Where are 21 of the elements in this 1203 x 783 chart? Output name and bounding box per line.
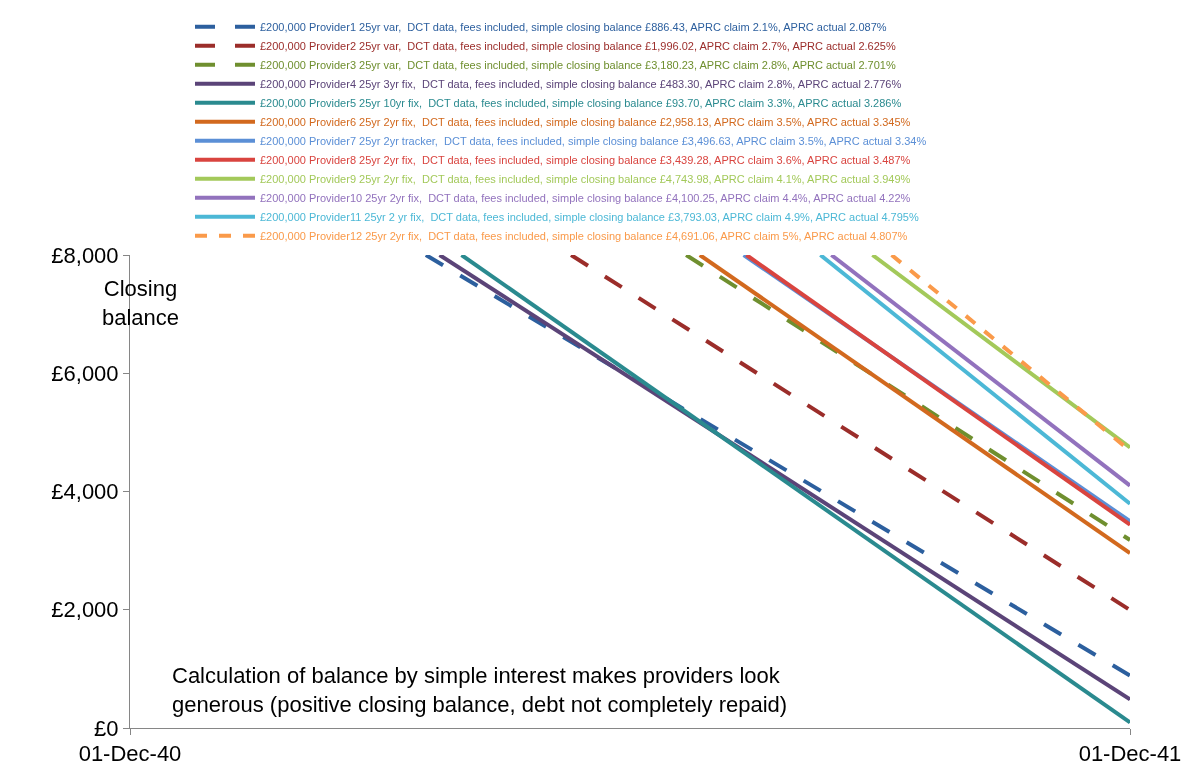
text: £200,000 Provider5 25yr 10yr fix, DCT data, fees included, simple closing balance £93.70, APRC claim 3.3%, APRC actual 3.286% <box>260 97 902 110</box>
text: £200,000 Provider3 25yr var, DCT data, fees included, simple closing balance £3,180.23, APRC claim 2.8%, APRC actual 2.701% <box>260 59 896 72</box>
text: £200,000 Provider10 25yr 2yr fix, DCT data, fees included, simple closing balance £4,100.25, APRC claim 4.4%, APRC actual 4.22% <box>260 192 911 205</box>
series-label: £200,000 Provider12 25yr 2yr fix, DCT data, fees included, simple closing balance £4,691.06, APRC claim 5%, APRC actual 4.807% <box>260 230 908 243</box>
text: £200,000 Provider11 25yr 2 yr fix, DCT data, fees included, simple closing balance £3,793.03, APRC claim 4.9%, APRC actual 4.795% <box>260 211 919 224</box>
x-tick-label: 01-Dec-40 <box>78 741 182 767</box>
text: £200,000 Provider2 25yr var, DCT data, fees included, simple closing balance £1,996.02, APRC claim 2.7%, APRC actual 2.625% <box>260 40 896 53</box>
x-tick-label: 01-Dec-41 <box>1078 741 1182 767</box>
y-tick-label: £0 <box>94 715 119 741</box>
text: £200,000 Provider7 25yr 2yr tracker, DCT data, fees included, simple closing balance £3,496.63, APRC claim 3.5%, APRC actual 3.34% <box>260 135 927 148</box>
text: £200,000 Provider6 25yr 2yr fix, DCT data, fees included, simple closing balance £2,958.13, APRC claim 3.5%, APRC actual 3.345% <box>260 116 911 129</box>
y-tick-label: £6,000 <box>51 360 119 386</box>
text: £200,000 Provider8 25yr 2yr fix, DCT data, fees included, simple closing balance £3,439.28, APRC claim 3.6%, APRC actual 3.487% <box>260 154 911 167</box>
text: £200,000 Provider4 25yr 3yr fix, DCT data, fees included, simple closing balance £483.30, APRC claim 2.8%, APRC actual 2.776% <box>260 78 902 91</box>
text: £200,000 Provider1 25yr var, DCT data, fees included, simple closing balance £886.43, APRC claim 2.1%, APRC actual 2.087% <box>260 21 887 34</box>
y-tick-label: £2,000 <box>51 597 119 623</box>
annotation: Calculation of balance by simple interest makes providers look generous (positive closing balance, debt not completely repaid) <box>172 663 788 717</box>
y-tick-label: £4,000 <box>51 479 119 505</box>
y-tick-label: £8,000 <box>51 242 119 268</box>
y-axis-title: Closing balance <box>102 276 180 330</box>
text: £200,000 Provider9 25yr 2yr fix, DCT data, fees included, simple closing balance £4,743.98, APRC claim 4.1%, APRC actual 3.949% <box>260 173 911 186</box>
